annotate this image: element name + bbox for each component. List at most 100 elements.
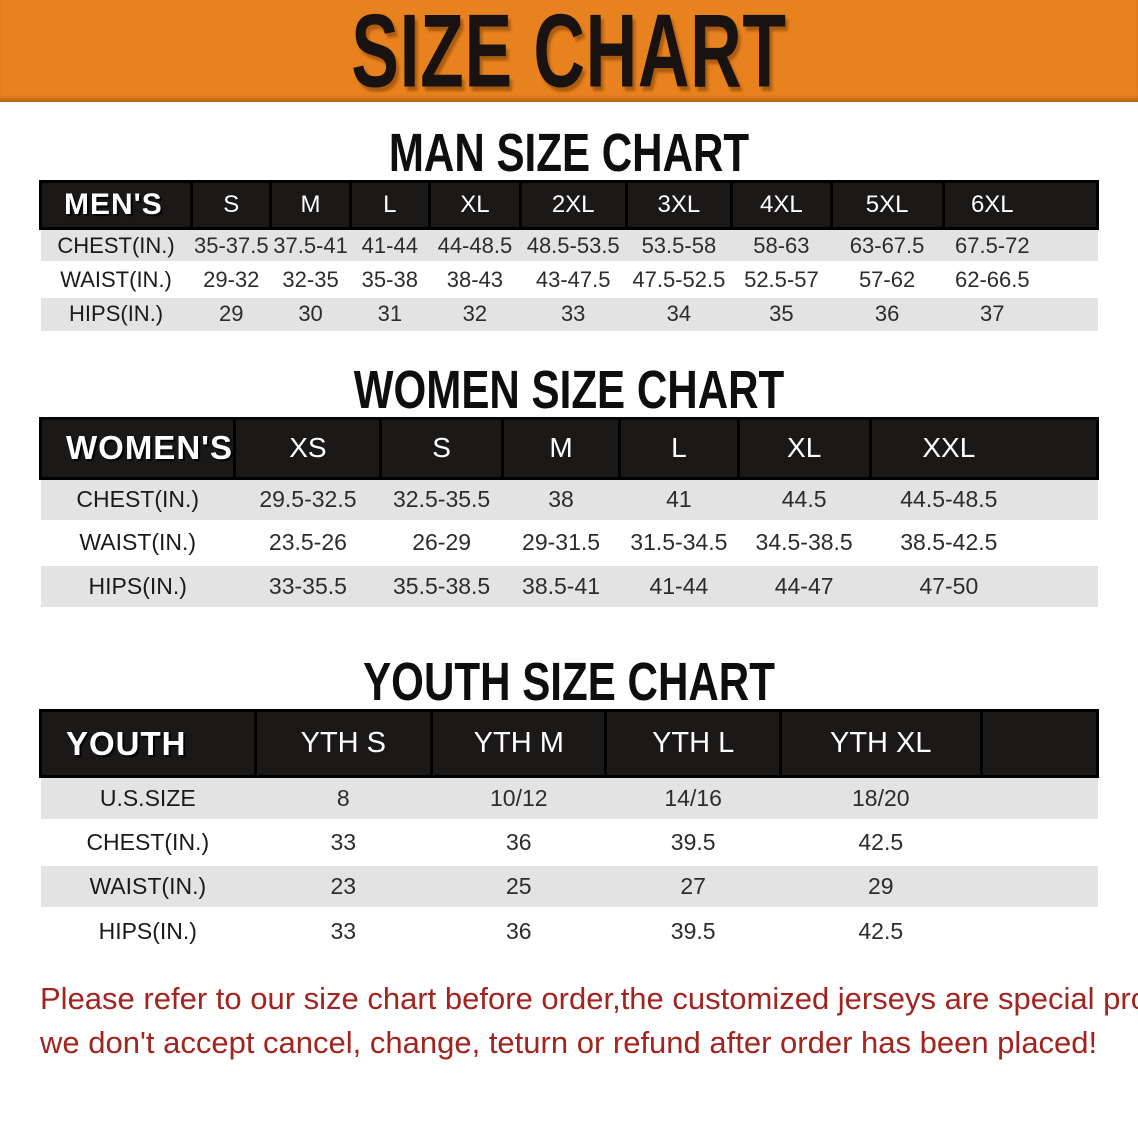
youth-table-label: YOUTH bbox=[39, 709, 257, 778]
table-cell: 43-47.5 bbox=[520, 261, 627, 297]
size-chart-banner: SIZE CHART bbox=[0, 0, 1138, 103]
youth-section-heading: YOUTH SIZE CHART bbox=[0, 655, 1138, 709]
table-cell: 23.5-26 bbox=[234, 519, 381, 564]
table-cell: 44-47 bbox=[738, 562, 871, 607]
table-cell: 36 bbox=[431, 907, 606, 953]
table-cell: 63-67.5 bbox=[831, 227, 944, 263]
table-cell: 33-35.5 bbox=[234, 562, 381, 607]
table-cell: 27 bbox=[605, 863, 781, 909]
table-cell: 8 bbox=[255, 775, 432, 821]
table-cell: 41-44 bbox=[350, 227, 430, 263]
order-notice-line-1: Please refer to our size chart before or… bbox=[40, 980, 1138, 1016]
youth-col-header-l: YTH L bbox=[604, 709, 782, 778]
table-cell: 31.5-34.5 bbox=[619, 519, 739, 564]
table-cell: 23 bbox=[255, 863, 432, 909]
youth-ussize-row: U.S.SIZE 8 10/12 14/16 18/20 bbox=[40, 775, 1098, 821]
table-cell: 18/20 bbox=[780, 775, 982, 821]
table-cell: 42.5 bbox=[780, 907, 982, 953]
table-cell: 52.5-57 bbox=[731, 261, 832, 297]
table-cell: 36 bbox=[431, 819, 606, 865]
men-col-header-4xl: 4XL bbox=[730, 180, 833, 230]
men-col-header-xl: XL bbox=[427, 180, 522, 230]
row-label: WAIST(IN.) bbox=[40, 519, 235, 564]
table-cell: 44.5 bbox=[738, 476, 871, 521]
men-col-header-s: S bbox=[190, 180, 273, 230]
men-col-header-3xl: 3XL bbox=[624, 180, 734, 230]
table-cell: 38.5-42.5 bbox=[870, 519, 1098, 564]
youth-col-header-xl: YTH XL bbox=[778, 709, 983, 778]
table-cell: 30 bbox=[270, 295, 351, 331]
order-notice: Please refer to our size chart before or… bbox=[0, 977, 1138, 1065]
youth-waist-row: WAIST(IN.) 23 25 27 29 bbox=[40, 863, 1098, 909]
youth-hips-row: HIPS(IN.) 33 36 39.5 42.5 bbox=[40, 907, 1098, 953]
women-waist-row: WAIST(IN.) 23.5-26 26-29 29-31.5 31.5-34… bbox=[40, 519, 1098, 564]
spacer-cell bbox=[981, 819, 1098, 865]
table-cell: 53.5-58 bbox=[626, 227, 732, 263]
women-col-header-s: S bbox=[379, 416, 504, 480]
men-col-header-5xl: 5XL bbox=[829, 180, 945, 230]
table-cell: 29-31.5 bbox=[502, 519, 620, 564]
table-cell: 25 bbox=[431, 863, 606, 909]
table-cell: 14/16 bbox=[605, 775, 781, 821]
table-cell: 32.5-35.5 bbox=[380, 476, 503, 521]
table-cell: 44.5-48.5 bbox=[870, 476, 1098, 521]
men-section-heading-text: MAN SIZE CHART bbox=[388, 123, 750, 183]
table-cell: 35 bbox=[731, 295, 832, 331]
men-col-header-l: L bbox=[348, 180, 431, 230]
table-cell: 35.5-38.5 bbox=[380, 562, 503, 607]
table-cell: 33 bbox=[255, 907, 432, 953]
row-label: U.S.SIZE bbox=[40, 775, 256, 821]
order-notice-line-2: we don't accept cancel, change, teturn o… bbox=[40, 1024, 1098, 1060]
table-cell: 36 bbox=[831, 295, 944, 331]
table-cell: 33 bbox=[255, 819, 432, 865]
table-cell: 42.5 bbox=[780, 819, 982, 865]
men-col-header-6xl: 6XL bbox=[941, 180, 1100, 230]
table-cell: 41 bbox=[619, 476, 739, 521]
spacer-cell bbox=[981, 863, 1098, 909]
women-section-heading-text: WOMEN SIZE CHART bbox=[353, 359, 785, 420]
table-cell: 67.5-72 bbox=[943, 227, 1098, 263]
youth-chest-row: CHEST(IN.) 33 36 39.5 42.5 bbox=[40, 819, 1098, 865]
women-col-header-xl: XL bbox=[736, 416, 872, 480]
table-cell: 10/12 bbox=[431, 775, 606, 821]
men-chest-row: CHEST(IN.) 35-37.5 37.5-41 41-44 44-48.5… bbox=[40, 227, 1098, 263]
table-cell: 29.5-32.5 bbox=[234, 476, 381, 521]
women-table-label: WOMEN'S bbox=[38, 416, 237, 480]
men-section-heading: MAN SIZE CHART bbox=[0, 126, 1138, 180]
row-label: HIPS(IN.) bbox=[40, 907, 256, 953]
men-hips-row: HIPS(IN.) 29 30 31 32 33 34 35 36 37 bbox=[40, 295, 1098, 331]
men-header-row: MEN'S S M L XL 2XL 3XL 4XL 5XL 6XL bbox=[38, 180, 1100, 230]
table-cell: 39.5 bbox=[605, 819, 781, 865]
table-cell: 62-66.5 bbox=[943, 261, 1098, 297]
men-col-header-m: M bbox=[269, 180, 352, 230]
table-cell: 32-35 bbox=[270, 261, 351, 297]
table-cell: 29 bbox=[191, 295, 271, 331]
table-cell: 29-32 bbox=[191, 261, 271, 297]
women-chest-row: CHEST(IN.) 29.5-32.5 32.5-35.5 38 41 44.… bbox=[40, 476, 1098, 521]
spacer-cell bbox=[981, 775, 1098, 821]
men-size-table: MEN'S S M L XL 2XL 3XL 4XL 5XL 6XL CHEST… bbox=[38, 180, 1100, 331]
table-cell: 34.5-38.5 bbox=[738, 519, 871, 564]
men-col-header-2xl: 2XL bbox=[518, 180, 628, 230]
spacer-cell bbox=[979, 709, 1100, 778]
row-label: HIPS(IN.) bbox=[40, 562, 235, 607]
table-cell: 35-38 bbox=[350, 261, 430, 297]
row-label: CHEST(IN.) bbox=[40, 227, 192, 263]
table-cell: 33 bbox=[520, 295, 627, 331]
table-cell: 48.5-53.5 bbox=[520, 227, 627, 263]
table-cell: 39.5 bbox=[605, 907, 781, 953]
women-col-header-l: L bbox=[618, 416, 740, 480]
youth-section-heading-text: YOUTH SIZE CHART bbox=[363, 652, 775, 712]
men-table-label: MEN'S bbox=[38, 180, 194, 230]
table-cell: 38.5-41 bbox=[502, 562, 620, 607]
women-col-header-xs: XS bbox=[233, 416, 383, 480]
table-cell: 38 bbox=[502, 476, 620, 521]
row-label: CHEST(IN.) bbox=[40, 819, 256, 865]
row-label: WAIST(IN.) bbox=[40, 261, 192, 297]
table-cell: 34 bbox=[626, 295, 732, 331]
table-cell: 47.5-52.5 bbox=[626, 261, 732, 297]
table-cell: 37.5-41 bbox=[270, 227, 351, 263]
table-cell: 58-63 bbox=[731, 227, 832, 263]
women-size-table: WOMEN'S XS S M L XL XXL CHEST(IN.) 29.5-… bbox=[38, 416, 1100, 607]
table-cell: 57-62 bbox=[831, 261, 944, 297]
